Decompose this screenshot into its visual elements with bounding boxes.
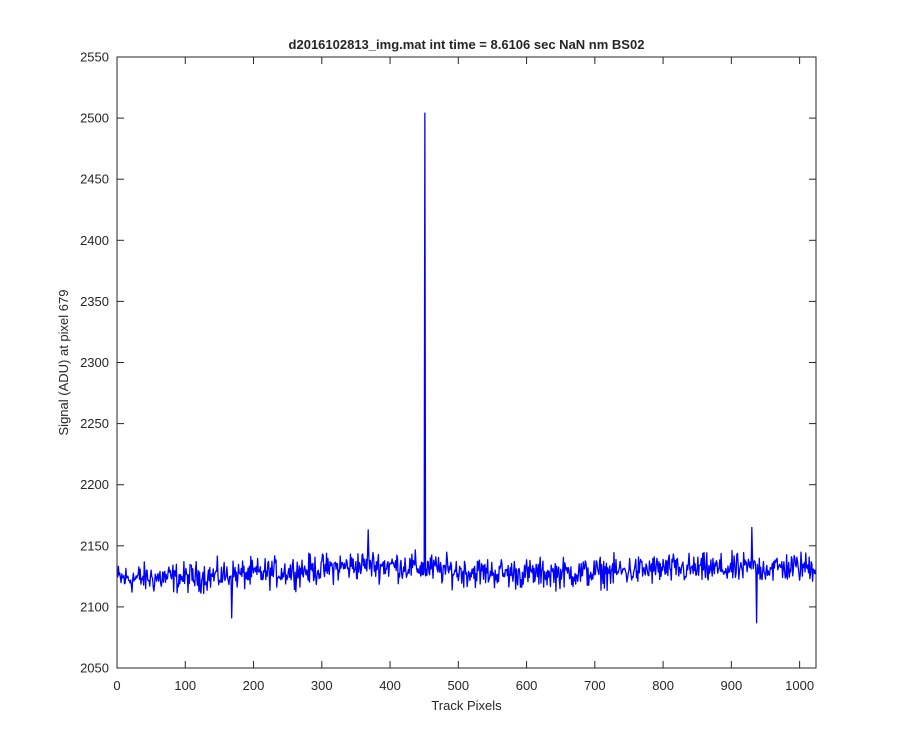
y-tick-label: 2350: [80, 294, 109, 309]
x-tick-label: 1000: [785, 678, 814, 693]
x-tick-label: 200: [243, 678, 265, 693]
y-tick-label: 2500: [80, 111, 109, 126]
x-tick-label: 700: [584, 678, 606, 693]
x-axis-label: Track Pixels: [431, 698, 502, 713]
x-tick-label: 500: [447, 678, 469, 693]
x-axis-ticks: 0 100 200 300 400 500 600 700 800 900 1000: [113, 57, 814, 693]
y-tick-label: 2550: [80, 50, 109, 65]
x-tick-label: 300: [311, 678, 333, 693]
x-tick-label: 900: [721, 678, 743, 693]
y-tick-label: 2100: [80, 599, 109, 614]
y-tick-label: 2050: [80, 661, 109, 676]
signal-series-line: [117, 112, 817, 624]
x-tick-label: 800: [652, 678, 674, 693]
y-tick-label: 2200: [80, 477, 109, 492]
y-axis-ticks: 2050 2100 2150 2200 2250 2300 2350 2400 2450 2500…: [80, 50, 816, 676]
x-tick-label: 0: [113, 678, 120, 693]
series-layer: [117, 112, 817, 624]
x-tick-label: 100: [174, 678, 196, 693]
y-tick-label: 2450: [80, 172, 109, 187]
y-tick-label: 2150: [80, 538, 109, 553]
y-tick-label: 2400: [80, 233, 109, 248]
y-axis-label: Signal (ADU) at pixel 679: [56, 290, 71, 436]
x-tick-label: 400: [379, 678, 401, 693]
y-tick-label: 2300: [80, 355, 109, 370]
x-tick-label: 600: [516, 678, 538, 693]
y-tick-label: 2250: [80, 416, 109, 431]
chart-title: d2016102813_img.mat int time = 8.6106 se…: [289, 37, 645, 52]
